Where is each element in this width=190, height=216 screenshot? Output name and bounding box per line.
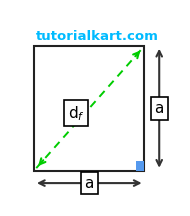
Text: tutorialkart.com: tutorialkart.com: [36, 30, 159, 43]
Polygon shape: [34, 46, 144, 171]
Text: a: a: [85, 176, 94, 191]
Bar: [136, 162, 144, 171]
Text: a: a: [154, 101, 164, 116]
Text: d$_f$: d$_f$: [68, 104, 85, 123]
